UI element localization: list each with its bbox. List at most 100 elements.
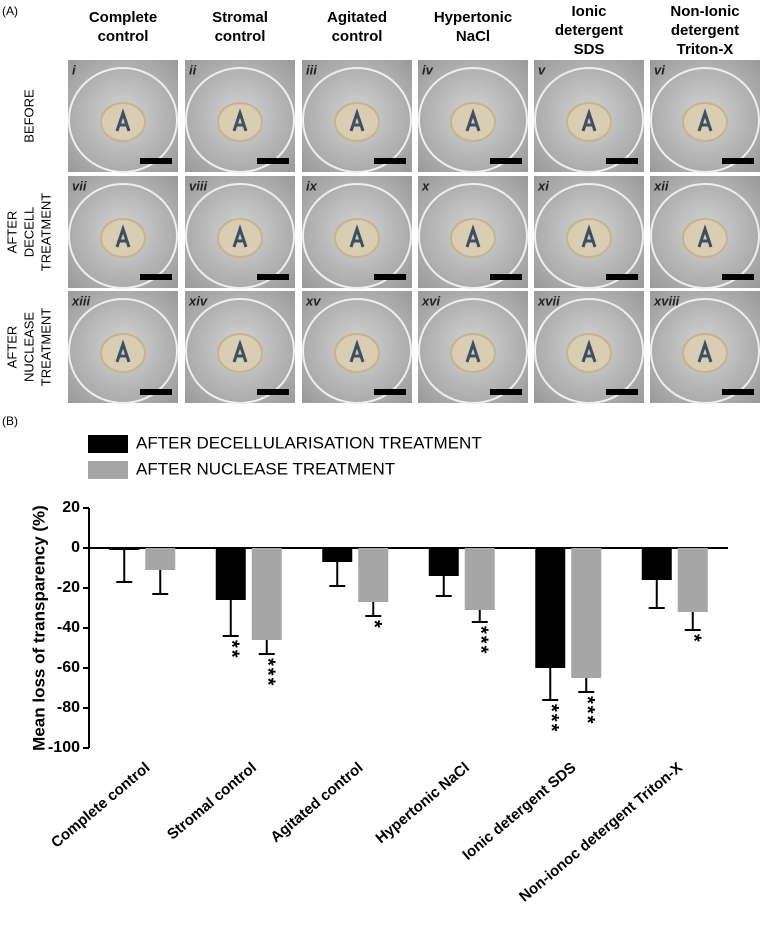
mark [115,224,131,248]
y-tick-label: -40 [57,619,80,636]
cornea [682,333,728,373]
scale-bar [257,274,289,280]
cornea [217,102,263,142]
mark [465,339,481,363]
row-header: DECELL [21,207,36,258]
photo-label: iii [306,62,317,77]
cornea [682,218,728,258]
panel-label: (B) [2,414,18,428]
scale-bar [374,274,406,280]
cornea [682,102,728,142]
scale-bar [490,158,522,164]
photo: ix [302,176,412,289]
cornea [450,102,496,142]
x-tick-label: Hypertonic NaCl [373,759,473,847]
y-tick-label: 20 [62,499,80,516]
significance: * [363,620,385,630]
y-tick-label: 0 [71,539,80,556]
photo: xvi [418,291,528,404]
photo-label: xiv [188,293,208,308]
scale-bar [374,389,406,395]
photo-label: x [421,178,430,193]
significance: * [682,634,704,644]
cornea [100,218,146,258]
scale-bar [722,158,754,164]
photo: vi [650,60,760,173]
scale-bar [490,389,522,395]
photo: xvii [534,291,644,404]
photo: i [68,60,178,173]
photo: v [534,60,644,173]
legend-swatch [88,435,128,453]
column-header: Triton-X [677,41,734,58]
significance: *** [256,658,278,687]
dish [418,298,528,404]
mark [697,339,713,363]
y-tick-label: -100 [48,739,80,756]
bar [464,548,495,610]
column-header: detergent [555,22,623,39]
dish [534,67,644,173]
photo: ii [185,60,295,173]
column-header: detergent [671,22,739,39]
scale-bar [606,389,638,395]
column-header: control [215,28,266,45]
dish [650,298,760,404]
mark [349,224,365,248]
cornea [566,218,612,258]
dish [185,67,295,173]
cornea [100,333,146,373]
legend-label: AFTER DECELLULARISATION TREATMENT [136,433,482,452]
cornea [217,218,263,258]
y-tick-label: -60 [57,659,80,676]
mark [115,339,131,363]
column-header: Non-Ionic [670,3,739,20]
dish [534,183,644,289]
row-header: AFTER [4,211,19,254]
bar [641,548,672,580]
mark [232,224,248,248]
column-header: NaCl [456,28,490,45]
photo-label: viii [189,178,207,193]
column-header: control [98,28,149,45]
photo-label: xii [653,178,669,193]
dish [68,67,178,173]
x-tick-label: Agitated control [267,759,366,846]
panel-label: (A) [2,4,18,18]
photo: xviii [650,291,760,404]
significance: ** [220,640,242,660]
dish [418,67,528,173]
photo: xv [302,291,412,404]
photo: viii [185,176,295,289]
scale-bar [606,274,638,280]
bar [322,548,353,562]
row-header: BEFORE [21,89,36,143]
mark [349,339,365,363]
photo-label: vi [654,62,665,77]
mark [581,339,597,363]
cornea [334,102,380,142]
mark [115,108,131,132]
bar [677,548,708,612]
photo-label: vii [72,178,87,193]
photo: xii [650,176,760,289]
row-header: NUCLEASE [21,312,36,382]
column-header: Stromal [212,9,268,26]
mark [581,224,597,248]
x-tick-label: Ionic detergent SDS [459,759,579,864]
scale-bar [722,389,754,395]
photo: x [418,176,528,289]
dish [302,67,412,173]
scale-bar [606,158,638,164]
cornea [450,333,496,373]
photo: iii [302,60,412,173]
cornea [450,218,496,258]
mark [697,224,713,248]
photo-label: ii [189,62,197,77]
bar [145,548,176,570]
dish [302,183,412,289]
dish [418,183,528,289]
mark [697,108,713,132]
